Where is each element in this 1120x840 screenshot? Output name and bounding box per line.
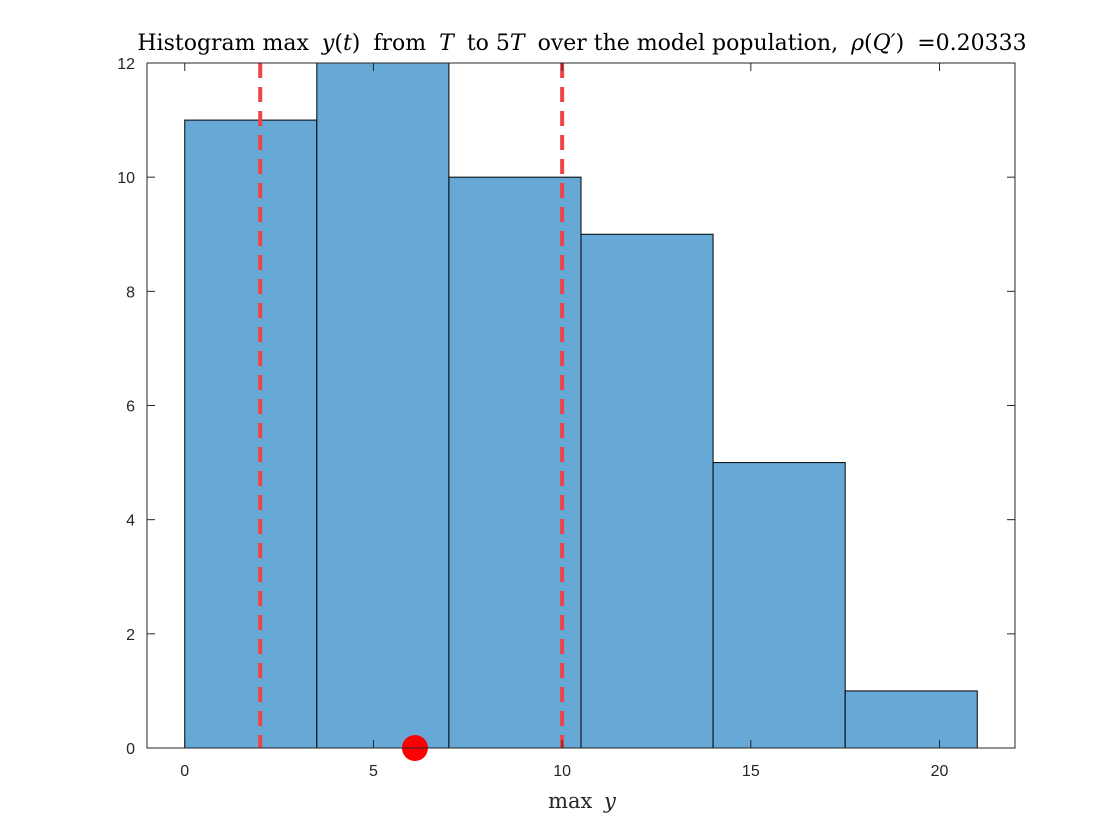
reference-lines	[258, 63, 565, 748]
y-tick-label-4: 4	[126, 513, 135, 530]
title-to-5: to 5	[467, 31, 510, 56]
histogram-bar-4	[580, 233, 714, 749]
title-paren-close-2: )	[896, 31, 905, 56]
y-tick-label-6: 6	[126, 399, 135, 416]
title-var-T2: T	[510, 31, 527, 56]
title-population: over the model population,	[538, 31, 838, 56]
svg-text:Histogram max y(t): Histogram max y(t) from T to 5T over the…	[137, 31, 1026, 56]
x-tick-label-15: 15	[742, 763, 760, 780]
y-tick-label-8: 8	[126, 284, 135, 301]
title-rho-value: =0.20333	[917, 31, 1026, 56]
title-paren-open-2: (	[864, 31, 873, 56]
x-tick-label-5: 5	[369, 763, 378, 780]
histogram-bar-2	[316, 62, 450, 749]
histogram-bar-5	[712, 462, 846, 749]
title-var-Qprime: Q′	[873, 31, 896, 56]
x-tick-label-10: 10	[553, 763, 571, 780]
y-tick-label-0: 0	[126, 741, 135, 758]
y-tick-label-12: 12	[117, 56, 135, 73]
x-axis-label: max y	[548, 789, 617, 813]
title-rho: ρ	[850, 31, 864, 56]
title-paren-close: )	[352, 31, 361, 56]
axes	[146, 62, 1016, 749]
xlabel-var-y: y	[603, 789, 617, 813]
xlabel-max: max	[548, 789, 592, 813]
x-tick-labels: 0 5 10 15 20	[180, 763, 948, 780]
chart-title: Histogram max y(t) from T to 5T over the…	[137, 31, 1026, 56]
title-from: from	[373, 31, 426, 56]
title-paren-open: (	[334, 31, 343, 56]
histogram-bar-6	[844, 690, 978, 749]
histogram-bars	[184, 62, 978, 749]
title-prefix: Histogram max	[137, 31, 309, 56]
y-tick-label-10: 10	[117, 170, 135, 187]
svg-text:max y: max y	[548, 789, 617, 813]
x-tick-label-0: 0	[180, 763, 189, 780]
title-var-t: t	[343, 31, 352, 56]
histogram-bar-3	[448, 176, 582, 749]
title-var-y: y	[321, 31, 335, 56]
title-var-T1: T	[439, 31, 456, 56]
y-tick-labels: 0 2 4 6 8 10 12	[117, 56, 135, 758]
y-tick-label-2: 2	[126, 627, 135, 644]
x-tick-label-20: 20	[931, 763, 949, 780]
histogram-bar-1	[184, 119, 318, 749]
